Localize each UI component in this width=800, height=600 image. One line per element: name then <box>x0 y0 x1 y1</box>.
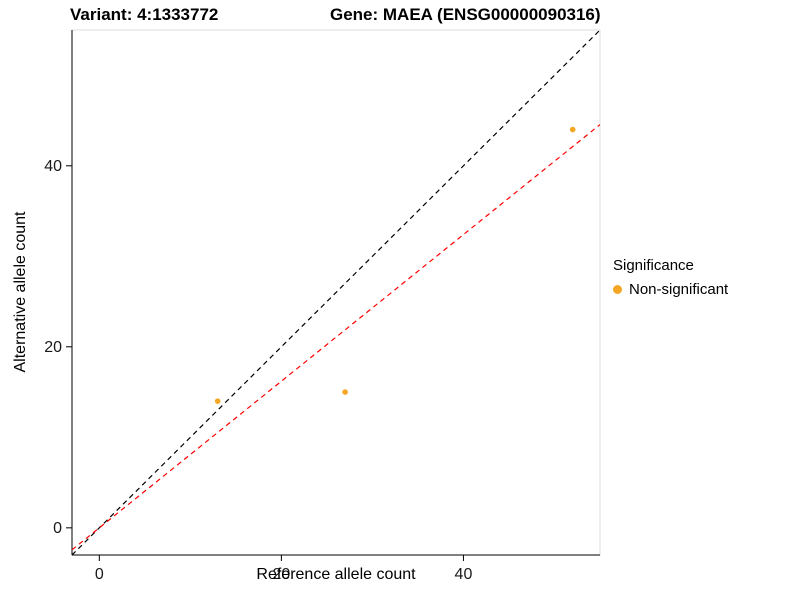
legend-point-icon <box>613 285 622 294</box>
x-tick-label: 40 <box>455 566 473 583</box>
plot-title-gene: Gene: MAEA (ENSG00000090316) <box>330 5 601 24</box>
plot-title-variant: Variant: 4:1333772 <box>70 5 219 24</box>
legend-entry: Non-significant <box>613 281 728 298</box>
x-tick-label: 0 <box>95 566 104 583</box>
abline-identity <box>72 30 600 555</box>
data-point <box>569 126 576 133</box>
legend: Significance Non-significant <box>613 257 728 298</box>
x-axis-label: Reference allele count <box>256 566 416 583</box>
legend-entry-label: Non-significant <box>629 281 729 298</box>
data-point <box>214 398 221 404</box>
y-tick-label: 40 <box>44 158 62 175</box>
abline-fit <box>72 124 600 551</box>
x-tick-label: 20 <box>272 566 290 583</box>
y-tick-label: 20 <box>44 339 62 356</box>
legend-title: Significance <box>613 257 694 274</box>
data-point <box>342 389 348 395</box>
y-tick-label: 0 <box>53 520 62 537</box>
y-axis-label: Alternative allele count <box>12 211 29 373</box>
